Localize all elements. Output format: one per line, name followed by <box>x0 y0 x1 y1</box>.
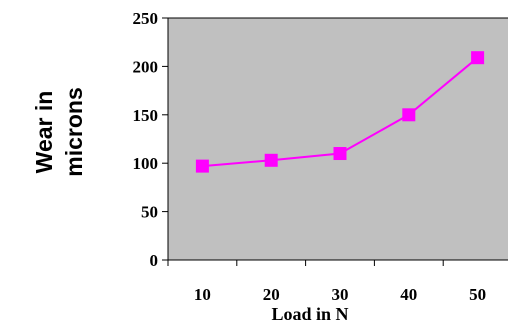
data-point-marker <box>333 147 347 161</box>
x-tick-label: 40 <box>400 285 417 304</box>
y-axis: 0 50 100 150 200 250 <box>133 9 168 270</box>
y-tick-label: 0 <box>150 251 159 270</box>
y-tick-label: 200 <box>133 57 159 76</box>
y-axis-title: Wear in microns <box>31 87 87 176</box>
data-point-marker <box>195 159 209 173</box>
x-axis: 10 20 30 40 50 <box>167 260 486 304</box>
y-tick-label: 250 <box>133 9 159 28</box>
y-axis-title-line-1: Wear in <box>31 91 57 174</box>
x-axis-title: Load in N <box>271 304 348 324</box>
data-point-marker <box>264 153 278 167</box>
x-tick-label: 50 <box>469 285 486 304</box>
y-tick-label: 50 <box>141 203 158 222</box>
y-axis-title-line-2: microns <box>61 87 87 176</box>
series-layer <box>195 51 485 173</box>
y-tick-label: 150 <box>133 106 159 125</box>
plot-area <box>167 17 508 261</box>
data-point-marker <box>402 108 416 122</box>
data-point-marker <box>471 51 485 65</box>
y-tick-label: 100 <box>133 154 159 173</box>
x-tick-label: 10 <box>194 285 211 304</box>
x-tick-label: 30 <box>332 285 349 304</box>
x-tick-label: 20 <box>263 285 280 304</box>
